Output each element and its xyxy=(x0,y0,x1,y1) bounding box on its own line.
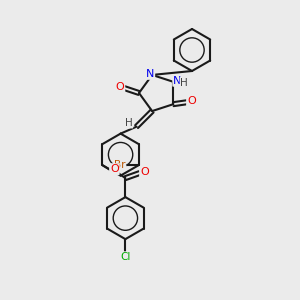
Text: N: N xyxy=(173,76,182,86)
Text: Cl: Cl xyxy=(120,252,130,262)
Text: O: O xyxy=(116,82,124,92)
Text: H: H xyxy=(125,118,132,128)
Text: O: O xyxy=(140,167,149,177)
Text: H: H xyxy=(181,78,188,88)
Text: O: O xyxy=(187,96,196,106)
Text: O: O xyxy=(110,164,119,174)
Text: N: N xyxy=(146,69,154,79)
Text: Br: Br xyxy=(114,160,125,170)
